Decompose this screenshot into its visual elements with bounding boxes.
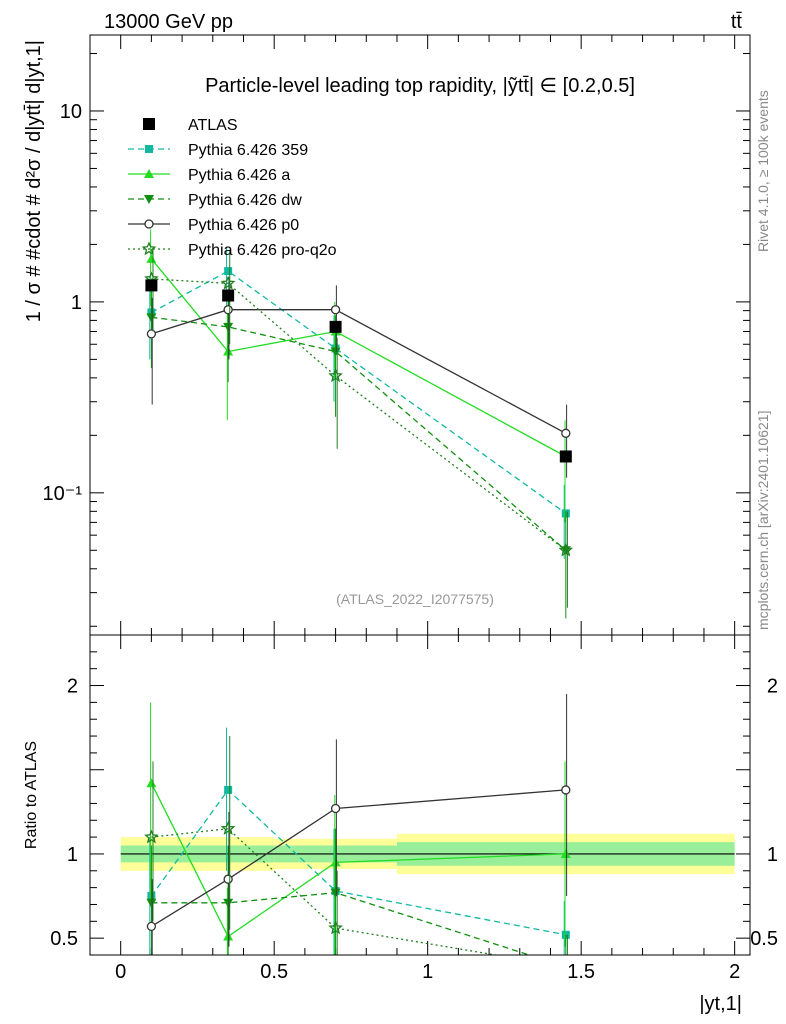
ratio-point-4 — [328, 920, 343, 935]
ratio-point-1 — [146, 778, 157, 788]
series-line-1 — [150, 258, 567, 458]
ratio-point-3 — [223, 874, 233, 884]
series-line-2 — [151, 316, 567, 551]
ratio-line-3 — [151, 789, 566, 927]
y-tick-label: 10 — [60, 101, 82, 123]
legend-marker-2 — [144, 195, 154, 204]
legend-label-data: ATLAS — [188, 117, 238, 134]
y-tick-label: 10⁻¹ — [43, 483, 83, 505]
series-line-4 — [151, 278, 567, 551]
legend-marker-0 — [145, 145, 153, 153]
ratio-point-3 — [561, 785, 571, 795]
legend-label-3: Pythia 6.426 p0 — [188, 217, 299, 234]
source-label: mcplots.cern.ch [arXiv:2401.10621] — [755, 411, 771, 630]
legend-label-2: Pythia 6.426 dw — [188, 192, 302, 209]
legend-label-1: Pythia 6.426 a — [188, 167, 290, 184]
ratio-tick-label: 0.5 — [50, 928, 78, 950]
chart-title: Particle-level leading top rapidity, |ỹ… — [205, 75, 635, 97]
data-point — [559, 450, 572, 463]
ratio-axis-label: Ratio to ATLAS — [23, 741, 40, 849]
ratio-point-2 — [146, 898, 157, 908]
legend-label-0: Pythia 6.426 359 — [188, 142, 308, 159]
x-tick-label: 1.5 — [567, 961, 595, 983]
rivet-label: Rivet 4.1.0, ≥ 100k events — [755, 90, 771, 252]
legend-marker-4 — [141, 241, 157, 256]
x-tick-label: 0.5 — [260, 961, 288, 983]
legend-marker-3 — [144, 219, 154, 229]
ratio-point-0 — [224, 785, 233, 794]
energy-label: 13000 GeV pp — [104, 11, 233, 33]
x-axis-label: |yt,1| — [699, 993, 742, 1015]
x-tick-label: 1 — [422, 961, 433, 983]
ratio-axis-ticks: 0.5 0.5 1 1 2 2 — [50, 634, 778, 956]
ratio-tick-label: 2 — [67, 676, 78, 698]
ratio-point-1 — [560, 848, 571, 858]
series-point-3 — [561, 428, 571, 438]
y-axis-label: 1 / σ # #cdot # d²σ / d|ytt̄| d|yt,1| — [23, 40, 45, 322]
series-line-0 — [151, 270, 567, 514]
ratio-line-4 — [151, 828, 500, 955]
ratio-frame — [89, 634, 751, 956]
data-point — [329, 320, 342, 333]
series-point-0 — [224, 267, 233, 276]
ratio-point-2 — [223, 898, 234, 908]
data-point — [145, 279, 158, 292]
ratio-point-3 — [330, 803, 341, 814]
legend-label-4: Pythia 6.426 pro-q2o — [188, 242, 337, 259]
series-point-4 — [220, 275, 236, 290]
x-tick-label: 0 — [115, 961, 126, 983]
main-axis-ticks: 10⁻¹ 1 10 0 0.5 1 1.5 2 — [43, 35, 750, 983]
ratio-point-4 — [144, 829, 159, 844]
ratio-tick-label: 1 — [67, 844, 78, 866]
ratio-point-4 — [220, 820, 236, 835]
y-tick-label: 1 — [71, 292, 82, 314]
ratio-line-2 — [151, 892, 532, 955]
series-point-2 — [223, 322, 234, 332]
legend-marker-data — [143, 118, 155, 130]
x-tick-label: 2 — [729, 961, 740, 983]
series-point-3 — [330, 305, 341, 315]
series-line-3 — [151, 309, 567, 434]
legend-marker-1 — [144, 169, 154, 178]
series-point-3 — [146, 329, 157, 339]
series-point-4 — [328, 368, 343, 383]
process-label: tt̄ — [731, 11, 743, 33]
series-point-1 — [146, 253, 157, 263]
series-point-2 — [330, 347, 341, 357]
series-point-3 — [223, 305, 233, 315]
series-point-4 — [558, 542, 574, 557]
watermark: (ATLAS_2022_I2077575) — [336, 591, 494, 607]
ratio-line-0 — [150, 788, 566, 936]
ratio-point-2 — [330, 888, 341, 898]
legend: ATLAS Pythia 6.426 359 Pythia 6.426 a Pythi… — [128, 117, 337, 259]
ratio-line-1 — [150, 782, 566, 938]
ratio-tick-label-right: 1 — [767, 844, 778, 866]
ratio-tick-label-right: 2 — [767, 676, 778, 698]
series-point-2 — [146, 313, 157, 323]
data-point — [222, 289, 235, 302]
ratio-point-3 — [146, 921, 157, 932]
ratio-tick-label-right: 0.5 — [750, 928, 778, 950]
